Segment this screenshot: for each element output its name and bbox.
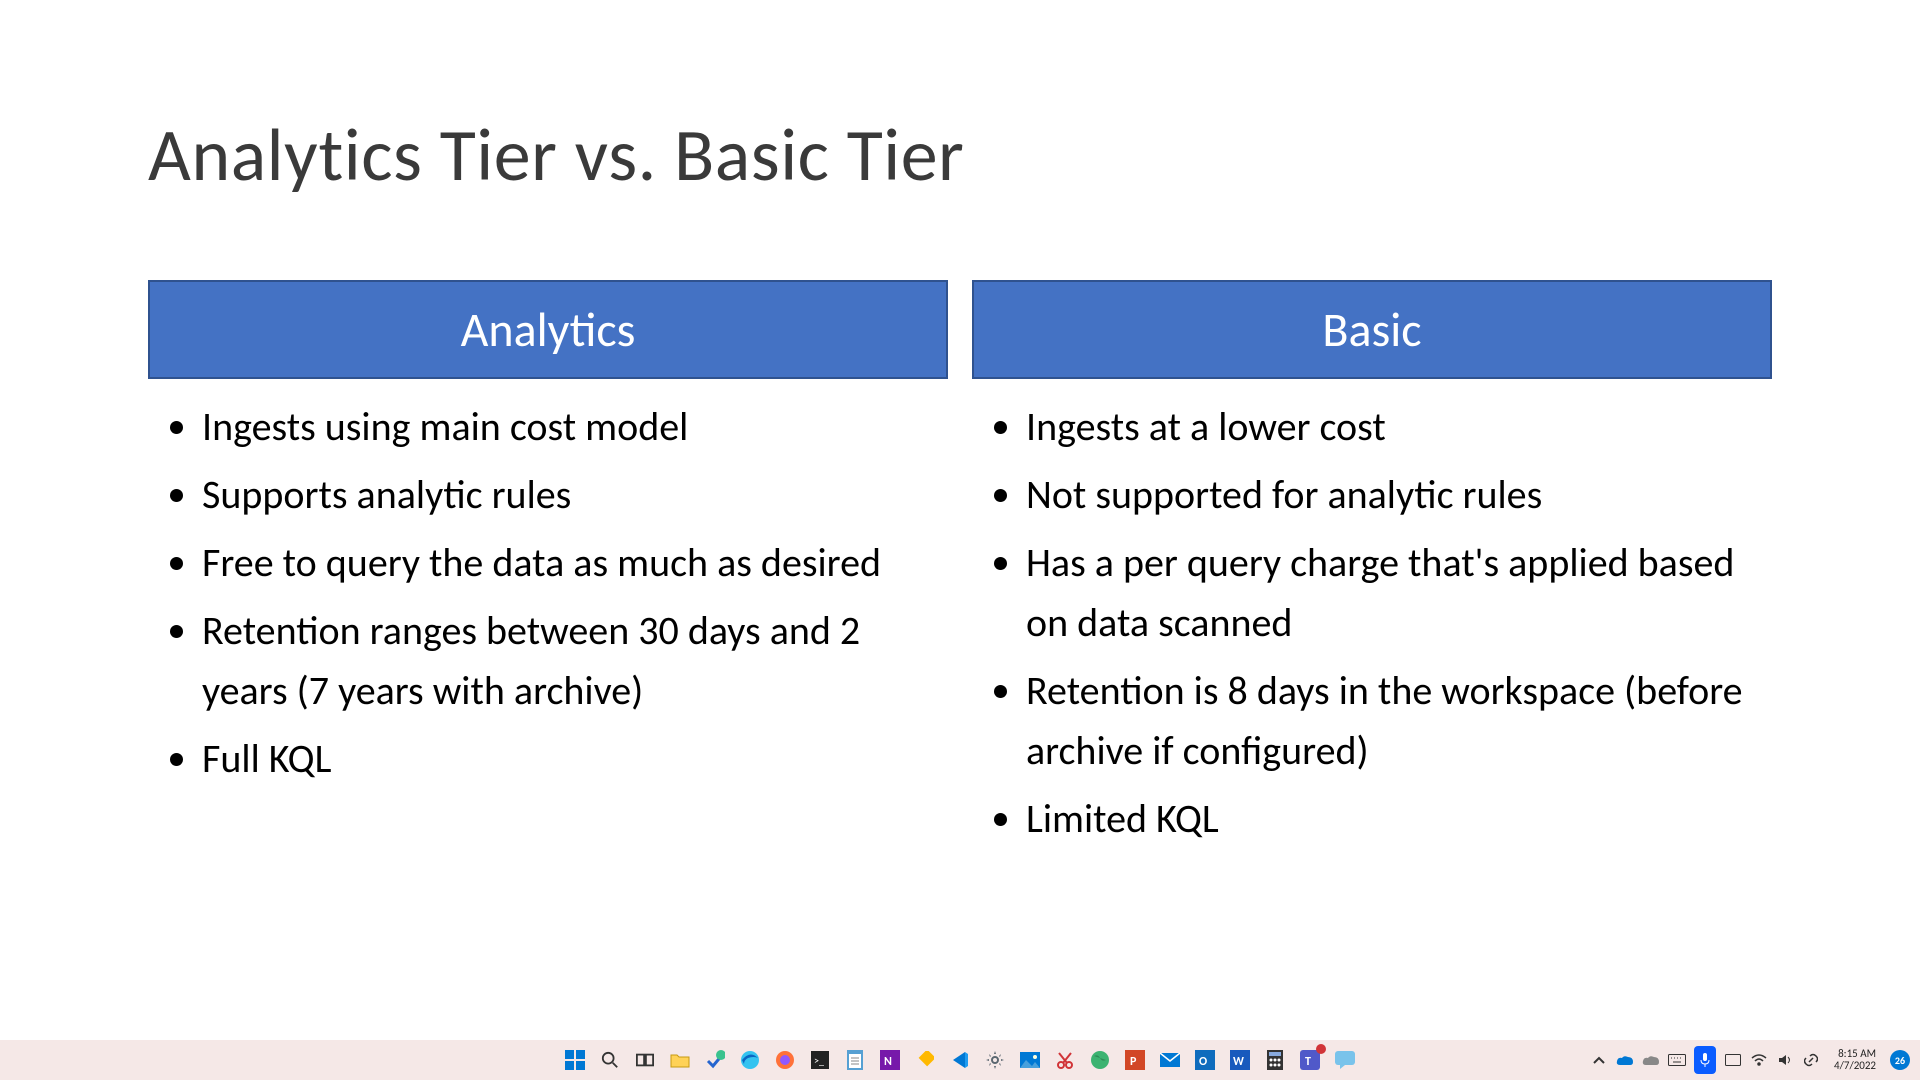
edge-icon[interactable]: [736, 1046, 764, 1074]
slide-title: Analytics Tier vs. Basic Tier: [148, 110, 1772, 200]
onedrive-icon[interactable]: [1616, 1051, 1634, 1069]
settings-icon[interactable]: [981, 1046, 1009, 1074]
slide: Analytics Tier vs. Basic Tier Analytics …: [0, 0, 1920, 1040]
list-item: Supports analytic rules: [202, 465, 948, 525]
keyboard-icon[interactable]: [1668, 1051, 1686, 1069]
word-icon[interactable]: W: [1226, 1046, 1254, 1074]
cloud-icon[interactable]: [1642, 1051, 1660, 1069]
file-explorer-icon[interactable]: [666, 1046, 694, 1074]
list-item: Limited KQL: [1026, 789, 1772, 849]
microphone-icon[interactable]: [1694, 1046, 1716, 1074]
list-item: Full KQL: [202, 729, 948, 789]
column-header-basic: Basic: [972, 280, 1772, 379]
onenote-icon[interactable]: N: [876, 1046, 904, 1074]
wifi-icon[interactable]: [1750, 1051, 1768, 1069]
bullets-basic: Ingests at a lower cost Not supported fo…: [972, 397, 1772, 849]
list-item: Ingests at a lower cost: [1026, 397, 1772, 457]
chat-icon[interactable]: [1331, 1046, 1359, 1074]
maps-icon[interactable]: [1086, 1046, 1114, 1074]
bullets-analytics: Ingests using main cost model Supports a…: [148, 397, 948, 789]
list-item: Free to query the data as much as desire…: [202, 533, 948, 593]
svg-text:P: P: [1130, 1055, 1137, 1069]
app-icon[interactable]: [911, 1046, 939, 1074]
todo-icon[interactable]: [701, 1046, 729, 1074]
columns-container: Analytics Ingests using main cost model …: [148, 280, 1772, 857]
volume-icon[interactable]: [1776, 1051, 1794, 1069]
notepad-icon[interactable]: [841, 1046, 869, 1074]
mail-icon[interactable]: [1156, 1046, 1184, 1074]
terminal-icon[interactable]: >_: [806, 1046, 834, 1074]
vscode-icon[interactable]: [946, 1046, 974, 1074]
svg-text:T: T: [1305, 1055, 1311, 1069]
notification-badge[interactable]: 26: [1890, 1050, 1910, 1070]
tablet-mode-icon[interactable]: [1724, 1051, 1742, 1069]
column-basic: Basic Ingests at a lower cost Not suppor…: [972, 280, 1772, 857]
list-item: Not supported for analytic rules: [1026, 465, 1772, 525]
outlook-icon[interactable]: O: [1191, 1046, 1219, 1074]
calculator-icon[interactable]: [1261, 1046, 1289, 1074]
taskbar-right: 8:15 AM 4/7/2022 26: [1590, 1040, 1910, 1080]
teams-icon[interactable]: T: [1296, 1046, 1324, 1074]
date-text: 4/7/2022: [1834, 1060, 1876, 1072]
list-item: Retention ranges between 30 days and 2 y…: [202, 601, 948, 721]
taskbar: >_ N: [0, 1040, 1920, 1080]
list-item: Retention is 8 days in the workspace (be…: [1026, 661, 1772, 781]
clock[interactable]: 8:15 AM 4/7/2022: [1828, 1048, 1882, 1072]
task-view-icon[interactable]: [631, 1046, 659, 1074]
start-icon[interactable]: [561, 1046, 589, 1074]
svg-text:W: W: [1233, 1055, 1244, 1069]
link-icon[interactable]: [1802, 1051, 1820, 1069]
powerpoint-icon[interactable]: P: [1121, 1046, 1149, 1074]
list-item: Ingests using main cost model: [202, 397, 948, 457]
snip-icon[interactable]: [1051, 1046, 1079, 1074]
svg-text:O: O: [1199, 1055, 1207, 1069]
search-icon[interactable]: [596, 1046, 624, 1074]
svg-text:>_: >_: [814, 1054, 824, 1067]
svg-text:N: N: [884, 1055, 892, 1069]
chevron-up-icon[interactable]: [1590, 1051, 1608, 1069]
column-header-analytics: Analytics: [148, 280, 948, 379]
firefox-icon[interactable]: [771, 1046, 799, 1074]
column-analytics: Analytics Ingests using main cost model …: [148, 280, 948, 857]
photos-icon[interactable]: [1016, 1046, 1044, 1074]
list-item: Has a per query charge that's applied ba…: [1026, 533, 1772, 653]
taskbar-center: >_ N: [561, 1040, 1359, 1080]
